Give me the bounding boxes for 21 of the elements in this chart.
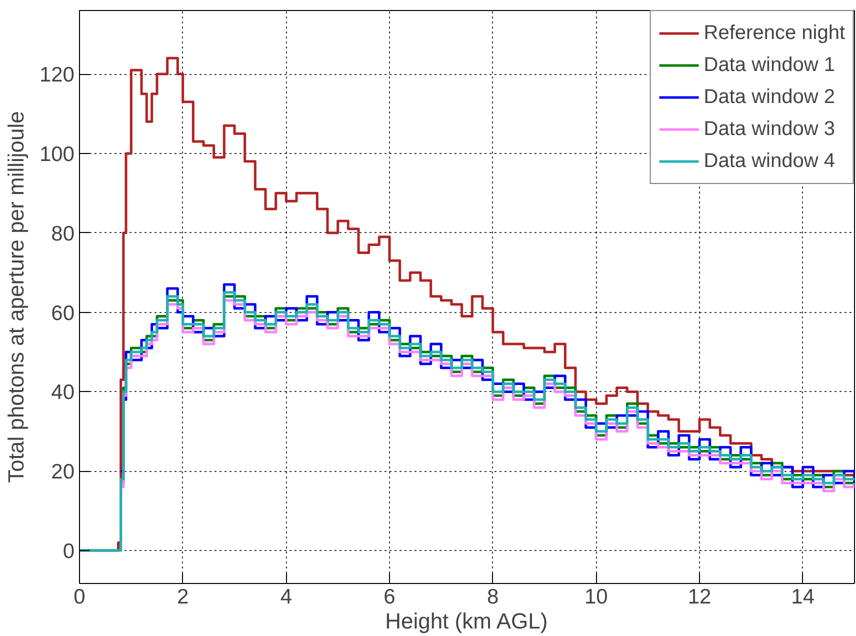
y-tick-label: 100: [39, 142, 75, 166]
legend-label: Data window 4: [704, 148, 835, 174]
x-tick-label: 6: [384, 586, 396, 608]
y-tick-label: 40: [51, 381, 74, 404]
x-tick-label: 4: [280, 586, 292, 608]
legend-label: Data window 3: [704, 116, 835, 142]
legend-label: Data window 2: [704, 84, 835, 110]
y-tick-label: 80: [51, 222, 74, 246]
y-axis-title: Total photons at aperture per millijoule: [3, 111, 28, 483]
y-tick-label: 120: [39, 64, 75, 87]
x-tick-label: 14: [791, 586, 815, 608]
x-axis-title: Height (km AGL): [385, 608, 548, 634]
y-tick-label: 60: [51, 302, 74, 325]
y-tick-label: 0: [62, 540, 75, 564]
x-tick-label: 2: [176, 586, 189, 608]
legend-label: Reference night: [704, 20, 845, 46]
x-tick-label: 12: [688, 586, 712, 608]
x-tick-label: 8: [486, 586, 499, 608]
x-tick-label: 10: [584, 586, 608, 608]
legend-label: Data window 1: [704, 52, 835, 78]
y-tick-label: 20: [51, 460, 74, 484]
